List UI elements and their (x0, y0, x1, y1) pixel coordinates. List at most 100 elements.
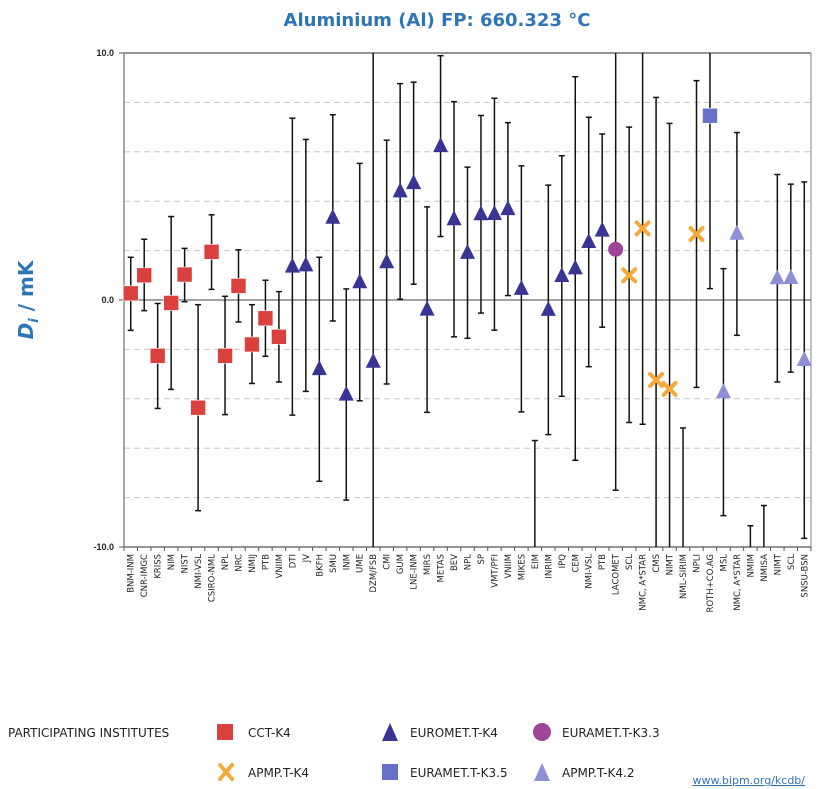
x-tick-label: PTB (261, 554, 271, 570)
x-tick-label: NML-SIRIM (679, 554, 689, 599)
x-tick-label: LACOMET (612, 553, 622, 595)
x-tick-label: LNE-INM (410, 554, 420, 590)
cross-stroke (621, 267, 638, 284)
x-tick-label: NIMT (773, 553, 783, 575)
x-tick-label: MSL (719, 554, 729, 572)
data-point-triangle (284, 257, 300, 273)
data-point-triangle (769, 269, 785, 285)
x-tick-label: IPQ (558, 554, 568, 569)
data-point-triangle (338, 385, 354, 401)
data-point-square (176, 266, 193, 283)
x-tick-label: NPLI (693, 554, 703, 573)
legend-label: EURAMET.T-K3.5 (410, 766, 508, 780)
data-point-square (244, 336, 260, 353)
x-tick-label: SP (477, 554, 487, 565)
x-tick-label: NMC, A*STAR (733, 554, 743, 611)
data-point-triangle (365, 352, 381, 368)
data-point-triangle (594, 221, 610, 237)
x-tick-label: SNSU-BSN (800, 554, 810, 598)
y-axis-title-main: D (14, 323, 38, 340)
x-tick-label: BEV (450, 554, 460, 571)
data-point-square (271, 329, 287, 345)
x-tick-label: NMI-VSL (585, 554, 595, 589)
data-point-triangle (729, 224, 745, 240)
x-tick-label: DTI (288, 554, 298, 568)
data-point-triangle (473, 205, 489, 221)
data-point-triangle (513, 279, 529, 295)
x-tick-label: NRC (235, 554, 245, 572)
data-point-square (230, 278, 247, 294)
data-point-square (122, 285, 139, 302)
legend: PARTICIPATING INSTITUTES CCT-K4 EUROMET.… (8, 723, 660, 781)
data-point-triangle (298, 256, 314, 272)
y-tick-label: 0.0 (101, 295, 114, 305)
data-point-triangle (581, 232, 597, 248)
x-tick-label: NMISA (760, 554, 770, 582)
data-point-square (203, 244, 220, 260)
data-point-triangle (460, 243, 475, 259)
x-tick-label: SMU (329, 554, 339, 573)
data-point-triangle (783, 269, 799, 285)
data-point-square (149, 348, 166, 364)
x-tick-label: SCL (625, 554, 635, 570)
x-tick-label: CSIRO-NML (208, 554, 218, 602)
data-point-square (702, 107, 718, 124)
data-point-triangle (419, 300, 435, 316)
data-point-triangle (406, 174, 422, 190)
legend-marker-triangle (382, 723, 398, 741)
legend-label: EUROMET.T-K4 (410, 726, 498, 740)
chart-title: Aluminium (Al) FP: 660.323 °C (284, 10, 591, 31)
legend-label: APMP.T-K4 (248, 766, 309, 780)
y-tick-label: -10.0 (93, 542, 114, 552)
data-point-triangle (715, 383, 731, 399)
x-tick-label: GUM (396, 554, 406, 574)
data-point-square (163, 295, 179, 311)
x-tick-label: VNIIM (504, 554, 514, 579)
data-point-triangle (352, 273, 368, 289)
data-point-triangle (500, 200, 516, 216)
x-tick-label: MIRS (423, 554, 433, 575)
legend-marker-circle (533, 723, 551, 741)
cross-stroke (688, 226, 705, 243)
x-tick-label: CMS (652, 554, 662, 573)
x-tick-label: NMIJ (248, 554, 258, 573)
x-tick-label: DZM/FSB (369, 554, 379, 593)
data-point-square (136, 267, 153, 284)
data-point-circle (608, 241, 624, 257)
x-tick-label: CNR-IMGC (140, 554, 150, 597)
data-point-triangle (540, 300, 556, 316)
x-tick-label: NIMT (666, 553, 676, 575)
data-point-triangle (311, 360, 327, 376)
x-tick-label: NPL (464, 554, 474, 570)
x-tick-label: CMI (383, 554, 393, 570)
legend-label: EURAMET.T-K3.3 (562, 726, 660, 740)
y-tick-label: 10.0 (96, 48, 114, 58)
data-point-triangle (325, 208, 341, 224)
cross-stroke (634, 220, 651, 237)
x-tick-label: CEM (571, 554, 581, 573)
x-tick-label: BNM-INM (127, 554, 137, 593)
x-tick-label: BKFH (315, 554, 325, 577)
data-point-triangle (379, 253, 395, 269)
x-tick-label: SCL (787, 554, 797, 570)
x-tick-label: NIM (167, 554, 177, 570)
kcdb-link[interactable]: www.bipm.org/kcdb/ (692, 774, 805, 787)
x-tick-label: UME (356, 554, 366, 573)
axes (119, 52, 812, 551)
cross-stroke (661, 380, 678, 397)
x-tick-label: ROTH+CO.AG (706, 554, 716, 613)
x-tick-label: PTB (598, 554, 608, 570)
data-point-triangle (433, 137, 449, 153)
x-tick-label: NMI-VSL (194, 554, 204, 589)
data-point-triangle (796, 351, 812, 367)
data-point-triangle (486, 205, 502, 221)
legend-marker-square (382, 764, 398, 780)
legend-marker-square (217, 724, 233, 740)
legend-marker-cross (218, 763, 234, 781)
data-markers (122, 107, 812, 416)
x-tick-label: INM (342, 554, 352, 570)
x-tick-label: INRIM (544, 554, 554, 579)
data-point-cross (621, 267, 638, 284)
data-point-cross (648, 372, 665, 389)
